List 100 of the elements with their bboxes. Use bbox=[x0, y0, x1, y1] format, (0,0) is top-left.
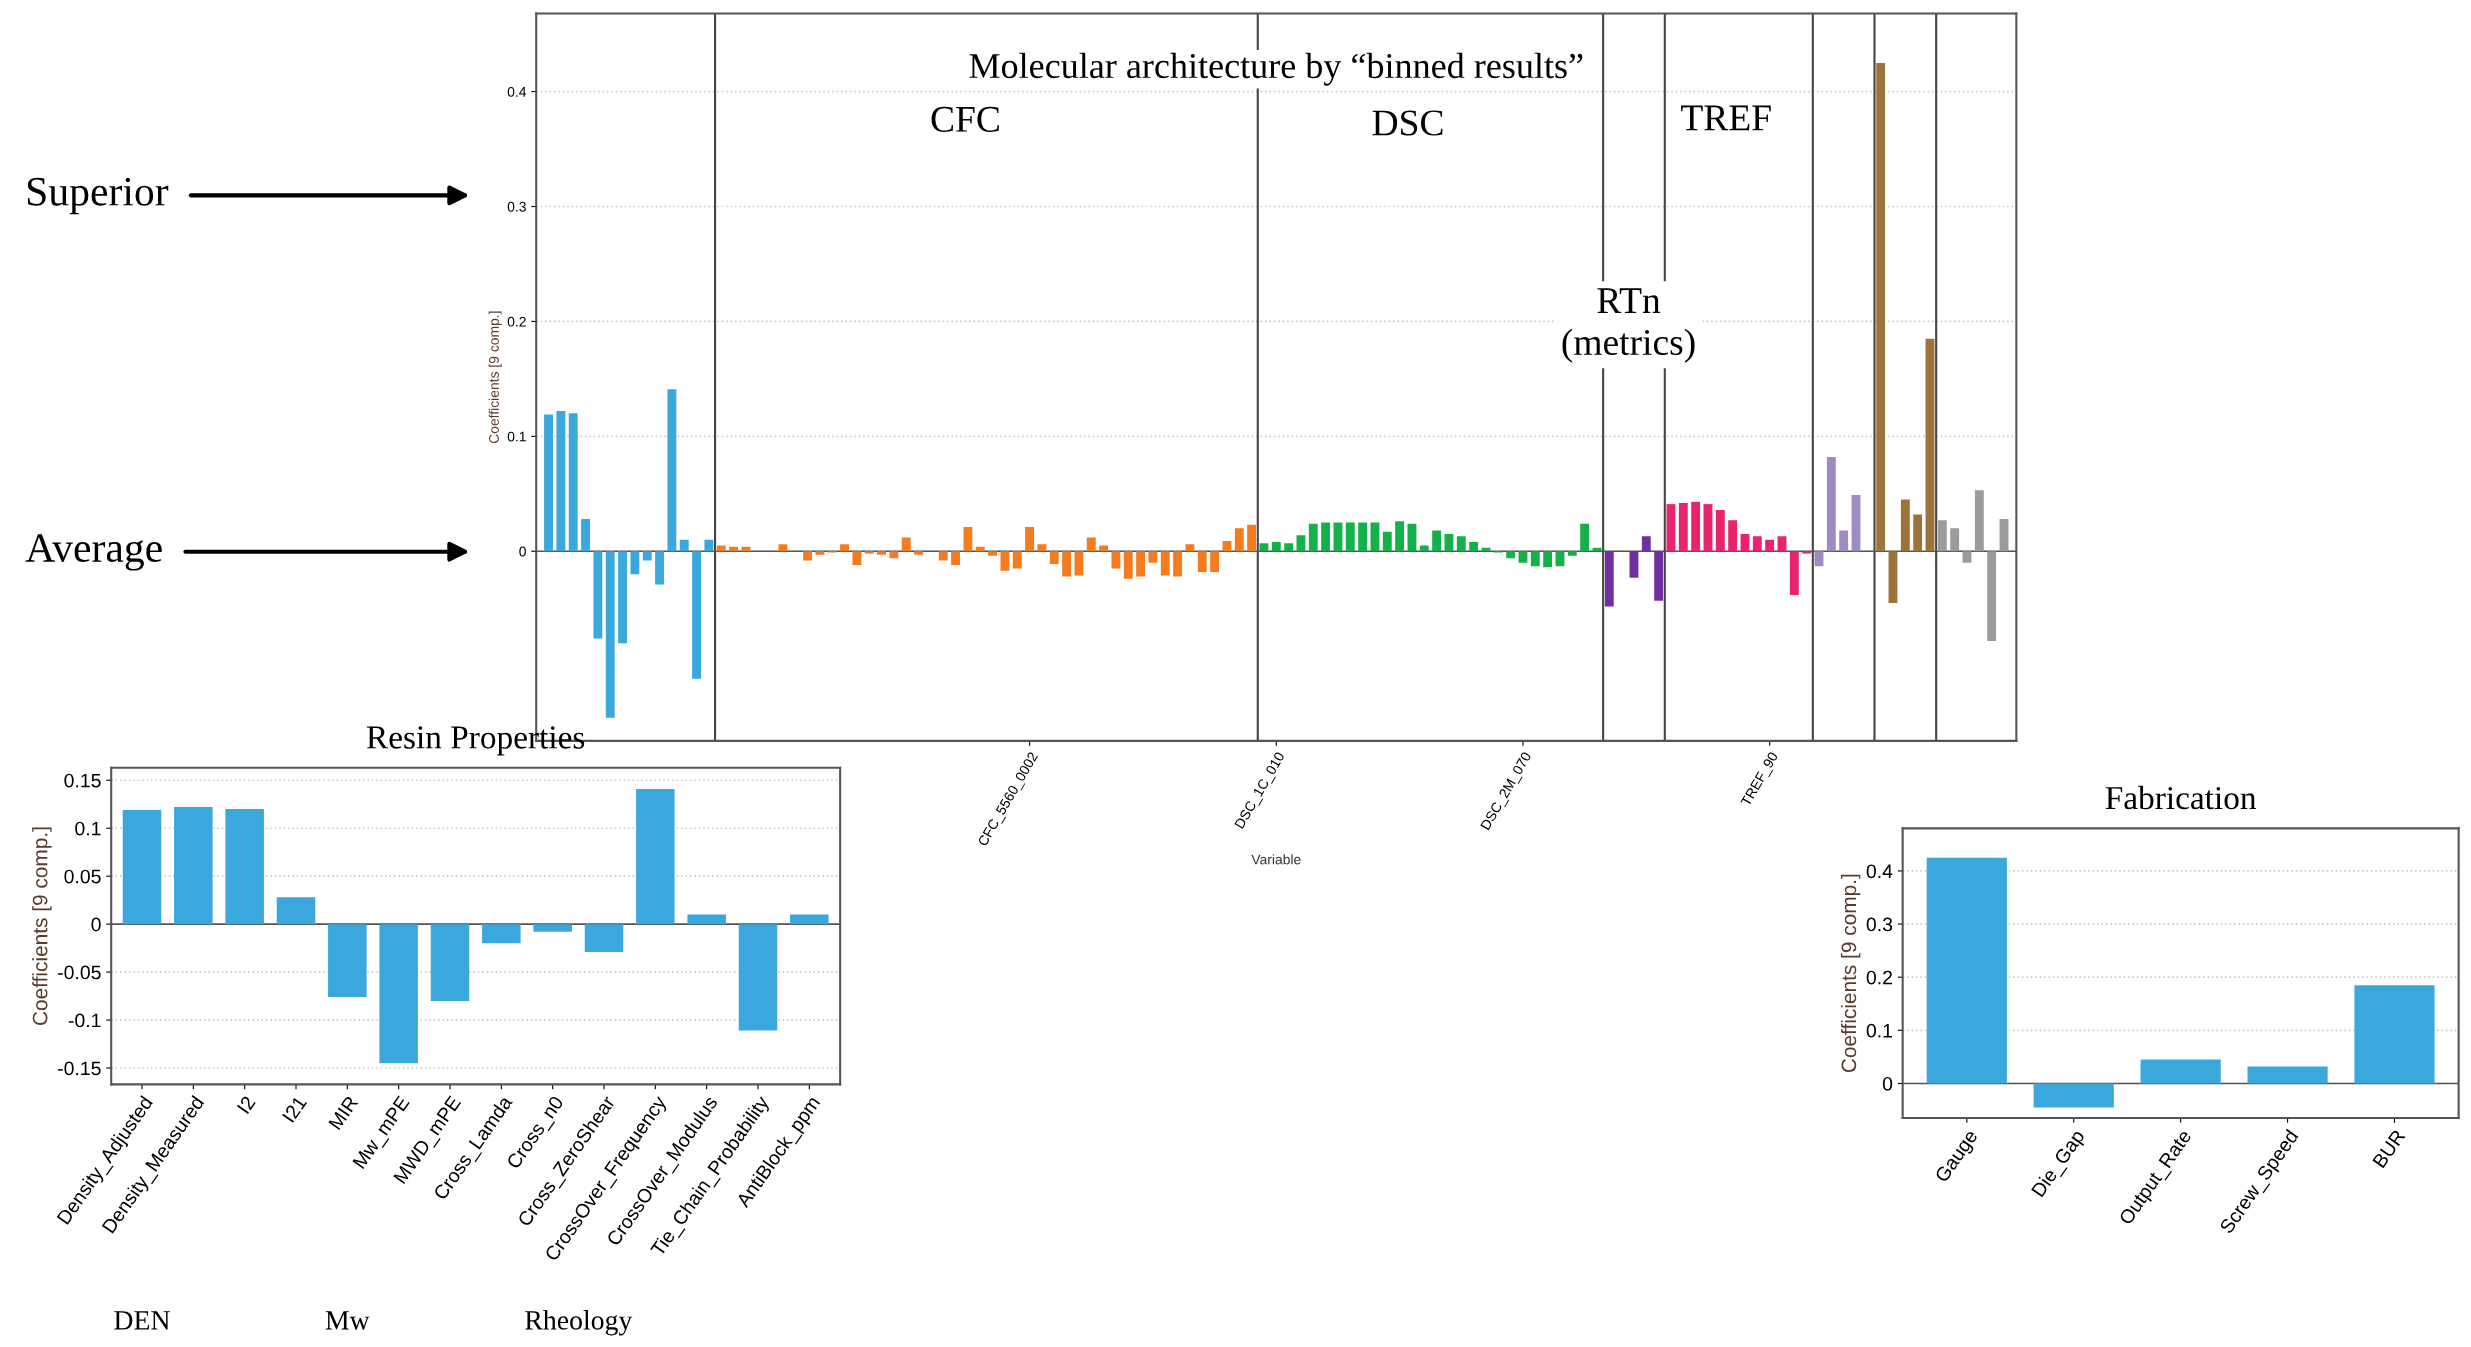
bar bbox=[1814, 551, 1824, 567]
bar bbox=[1728, 520, 1738, 552]
bar bbox=[1752, 536, 1762, 552]
bar bbox=[1074, 551, 1084, 576]
bar bbox=[642, 551, 652, 561]
bar bbox=[1802, 551, 1812, 554]
bar bbox=[1136, 551, 1146, 577]
y-axis-title: Coefficients [9 comp.] bbox=[488, 311, 502, 444]
bar bbox=[1197, 551, 1207, 572]
text: DEN bbox=[114, 1311, 170, 1330]
bar bbox=[225, 809, 264, 925]
bar bbox=[1580, 523, 1590, 552]
bar bbox=[790, 914, 829, 925]
y-tick-label: 0.1 bbox=[507, 431, 526, 442]
y-tick-label: 0.3 bbox=[507, 201, 526, 212]
annotation: TREF bbox=[1681, 105, 1771, 131]
bar bbox=[1321, 522, 1331, 552]
bar bbox=[1308, 523, 1318, 552]
y-tick-label: 0.15 bbox=[64, 773, 101, 788]
y-tick-label: 0.1 bbox=[1866, 1023, 1892, 1038]
bar bbox=[1641, 536, 1651, 552]
text: Molecular architecture by “binned results” bbox=[969, 52, 1583, 86]
bar bbox=[1123, 551, 1133, 579]
bar bbox=[1925, 338, 1935, 552]
bar bbox=[568, 413, 578, 552]
bar bbox=[1826, 457, 1836, 552]
y-tick-label: -0.05 bbox=[58, 965, 101, 980]
bar bbox=[1210, 551, 1220, 572]
y-tick-label: 0 bbox=[519, 546, 526, 557]
bar bbox=[1926, 857, 2007, 1084]
bar bbox=[1703, 504, 1713, 552]
bar bbox=[1974, 490, 1984, 552]
bar bbox=[1025, 527, 1035, 552]
x-tick-label: I21 bbox=[281, 1095, 307, 1123]
bar bbox=[430, 924, 470, 1001]
y-tick-label: 0.1 bbox=[75, 821, 101, 836]
y-tick-label: 0.3 bbox=[1866, 917, 1893, 932]
bar bbox=[815, 551, 825, 555]
bar bbox=[1222, 540, 1232, 552]
bar bbox=[1999, 519, 2009, 552]
bar bbox=[584, 924, 624, 952]
bar bbox=[1259, 543, 1269, 552]
bar bbox=[1666, 504, 1676, 552]
bar bbox=[1456, 536, 1466, 552]
y-tick-label: 0.05 bbox=[64, 869, 101, 884]
bar bbox=[1691, 501, 1701, 552]
bar bbox=[1234, 528, 1244, 552]
bar bbox=[1358, 522, 1368, 552]
y-tick-label: 0 bbox=[91, 917, 101, 932]
y-axis-title: Coefficients [9 comp.] bbox=[32, 827, 52, 1025]
bar bbox=[1062, 551, 1072, 577]
text: Mw bbox=[325, 1311, 370, 1330]
bar bbox=[1049, 551, 1059, 564]
bar bbox=[482, 924, 521, 944]
bar bbox=[1555, 551, 1565, 567]
bar bbox=[655, 551, 664, 585]
chart-title: Resin Properties bbox=[366, 726, 585, 756]
bar bbox=[1284, 543, 1294, 552]
bar bbox=[581, 519, 590, 552]
bar bbox=[704, 539, 714, 552]
bar bbox=[1247, 524, 1257, 552]
bar bbox=[889, 551, 899, 559]
bar bbox=[1604, 551, 1614, 607]
bar bbox=[1789, 551, 1799, 595]
bar bbox=[1469, 542, 1479, 552]
bar bbox=[1086, 537, 1096, 552]
bar bbox=[1913, 514, 1923, 552]
bar bbox=[738, 924, 778, 1031]
bar bbox=[1432, 530, 1442, 552]
bar bbox=[593, 551, 603, 639]
y-tick-label: 0.2 bbox=[507, 316, 526, 327]
annotation: RTn (metrics) bbox=[1562, 288, 1695, 363]
bar bbox=[1987, 551, 1997, 641]
bar bbox=[1012, 551, 1022, 569]
bar bbox=[1950, 528, 1960, 552]
bar bbox=[533, 924, 572, 932]
bar bbox=[605, 551, 615, 718]
bar bbox=[1296, 535, 1306, 552]
bar bbox=[2033, 1083, 2114, 1108]
bar bbox=[1629, 551, 1639, 578]
bar bbox=[692, 551, 701, 679]
bar bbox=[1851, 494, 1861, 552]
bar bbox=[1000, 551, 1010, 571]
bar bbox=[1888, 551, 1898, 603]
bar bbox=[1900, 499, 1910, 552]
bar bbox=[618, 551, 627, 644]
x-axis-title: Variable bbox=[1251, 854, 1301, 865]
bar bbox=[174, 807, 213, 925]
bar bbox=[951, 551, 961, 566]
bar bbox=[687, 914, 726, 925]
bar bbox=[1678, 502, 1688, 552]
bar bbox=[778, 544, 788, 552]
bar bbox=[328, 924, 367, 998]
y-tick-label: 0 bbox=[1882, 1076, 1893, 1091]
bar bbox=[2140, 1059, 2221, 1084]
bar bbox=[1345, 522, 1355, 552]
bar bbox=[901, 537, 911, 552]
bar bbox=[1518, 551, 1528, 563]
text: Superior bbox=[27, 177, 169, 215]
bar bbox=[1530, 551, 1540, 567]
